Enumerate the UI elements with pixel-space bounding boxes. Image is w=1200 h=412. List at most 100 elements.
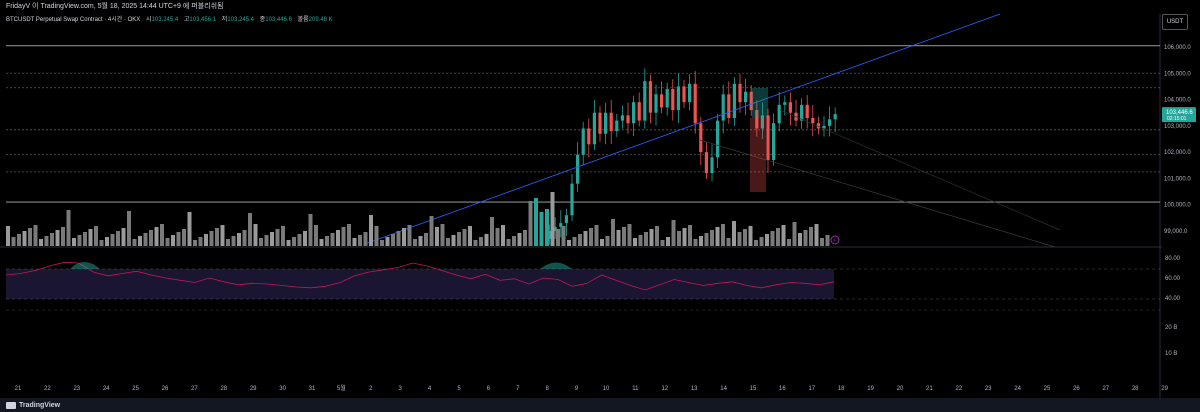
currency-button[interactable]: USDT [1162,14,1188,30]
x-tick-label: 20 [897,386,904,392]
volume-bar [341,227,346,246]
candle-body [833,114,837,120]
candle-body [660,94,664,108]
volume-bar [352,238,357,246]
volume-bar [787,239,791,246]
ohlc-open-value: 103,245.4 [151,17,179,23]
volume-bar [99,240,104,246]
volume-bar [303,231,307,246]
candle-body [643,81,647,121]
x-tick-label: 26 [162,386,169,392]
volume-bar [418,236,423,246]
x-tick-label: 4 [428,386,432,392]
x-tick-label: 8 [546,386,550,392]
volume-bar [451,235,456,246]
candle-body [738,83,742,103]
x-tick-label: 23 [985,386,992,392]
candle-body [766,115,770,161]
ohlc-high-value: 103,456.1 [189,17,217,23]
price-chart[interactable]: 106,000.0 105,000.0 104,000.0 103,000.0 102,… [0,0,1200,398]
price-badge [1162,107,1196,123]
symbol-legend[interactable]: BTCUSDT Perpetual Swap Contract · 4시간 · … [6,15,333,25]
volume-bar [160,224,164,246]
volume-bar [94,226,98,246]
volume-bar [594,225,599,246]
x-tick-label: 27 [191,386,198,392]
volume-bar [677,231,681,246]
volume-bar [110,234,115,246]
volume-bar [671,220,676,246]
ohlc-volume-key: 볼륨 [297,17,309,23]
volume-bar [143,233,148,246]
volume-bar [726,238,731,246]
volume-bar [220,225,225,246]
volume-bar [517,233,522,246]
volume-bar [446,238,450,246]
candle-body [676,86,680,111]
volume-bar [358,235,362,246]
volume-bar [215,228,219,246]
volume-bar [391,234,395,246]
volume-bar [572,237,577,246]
volume-bar [655,226,659,246]
volume-bar [616,230,621,246]
volume-bar [204,234,208,246]
y-tick-label: 99,000.0 [1164,229,1188,235]
volume-bar [33,225,38,246]
candle-body [598,112,602,134]
volume-bar [402,228,406,246]
volume-bar [814,224,819,246]
x-tick-label: 5 [457,386,461,392]
y-tick-label: 102,000.0 [1164,150,1191,156]
volume-bar [479,237,483,246]
volume-bar [292,237,296,246]
lightning-icon: ⚡ [833,238,837,245]
volume-bar [171,235,175,246]
volume-bar [644,232,648,246]
candle-body [727,94,731,118]
volume-bar [440,224,445,246]
volume-bar [704,233,709,246]
candle-body [581,128,585,155]
volume-bar [127,211,131,246]
x-tick-label: 25 [132,386,139,392]
y-tick-label: 105,000.0 [1164,71,1191,77]
price-badge-value: 103,446.6 [1166,110,1193,116]
volume-bar [468,226,472,246]
volume-bar [154,227,159,246]
volume-bar [743,229,747,246]
candle-body [777,104,781,124]
descending-channel-line [779,109,1061,231]
volume-bar [583,231,588,246]
volume-bar [242,230,247,246]
x-tick-label: 23 [73,386,80,392]
volume-bar [666,237,670,246]
y-tick-label: 104,000.0 [1164,98,1191,104]
candle-body [654,94,658,113]
volume-bar [187,212,192,246]
volume-bar [116,231,120,246]
tradingview-mark-icon [6,401,16,409]
x-tick-label: 14 [720,386,727,392]
volume-bar [6,226,10,246]
tradingview-logo[interactable]: TradingView [6,401,60,410]
candle-body [760,115,764,129]
x-tick-label: 21 [15,386,22,392]
volume-bar [182,229,186,246]
volume-bar [578,234,582,246]
volume-bar [429,216,434,246]
volume-bar [622,227,626,246]
x-tick-label: 28 [220,386,227,392]
volume-bar [314,225,318,246]
volume-bar [297,234,302,246]
candle-body [704,152,708,174]
volume-bar [765,234,769,246]
volume-bar [374,226,379,246]
volume-bar [50,233,54,246]
volume-bar [55,230,60,246]
volume-bar [715,227,720,246]
candle-body [716,120,720,158]
volume-bar [11,237,16,246]
volume-bar [776,228,780,246]
volume-bar [534,198,538,246]
